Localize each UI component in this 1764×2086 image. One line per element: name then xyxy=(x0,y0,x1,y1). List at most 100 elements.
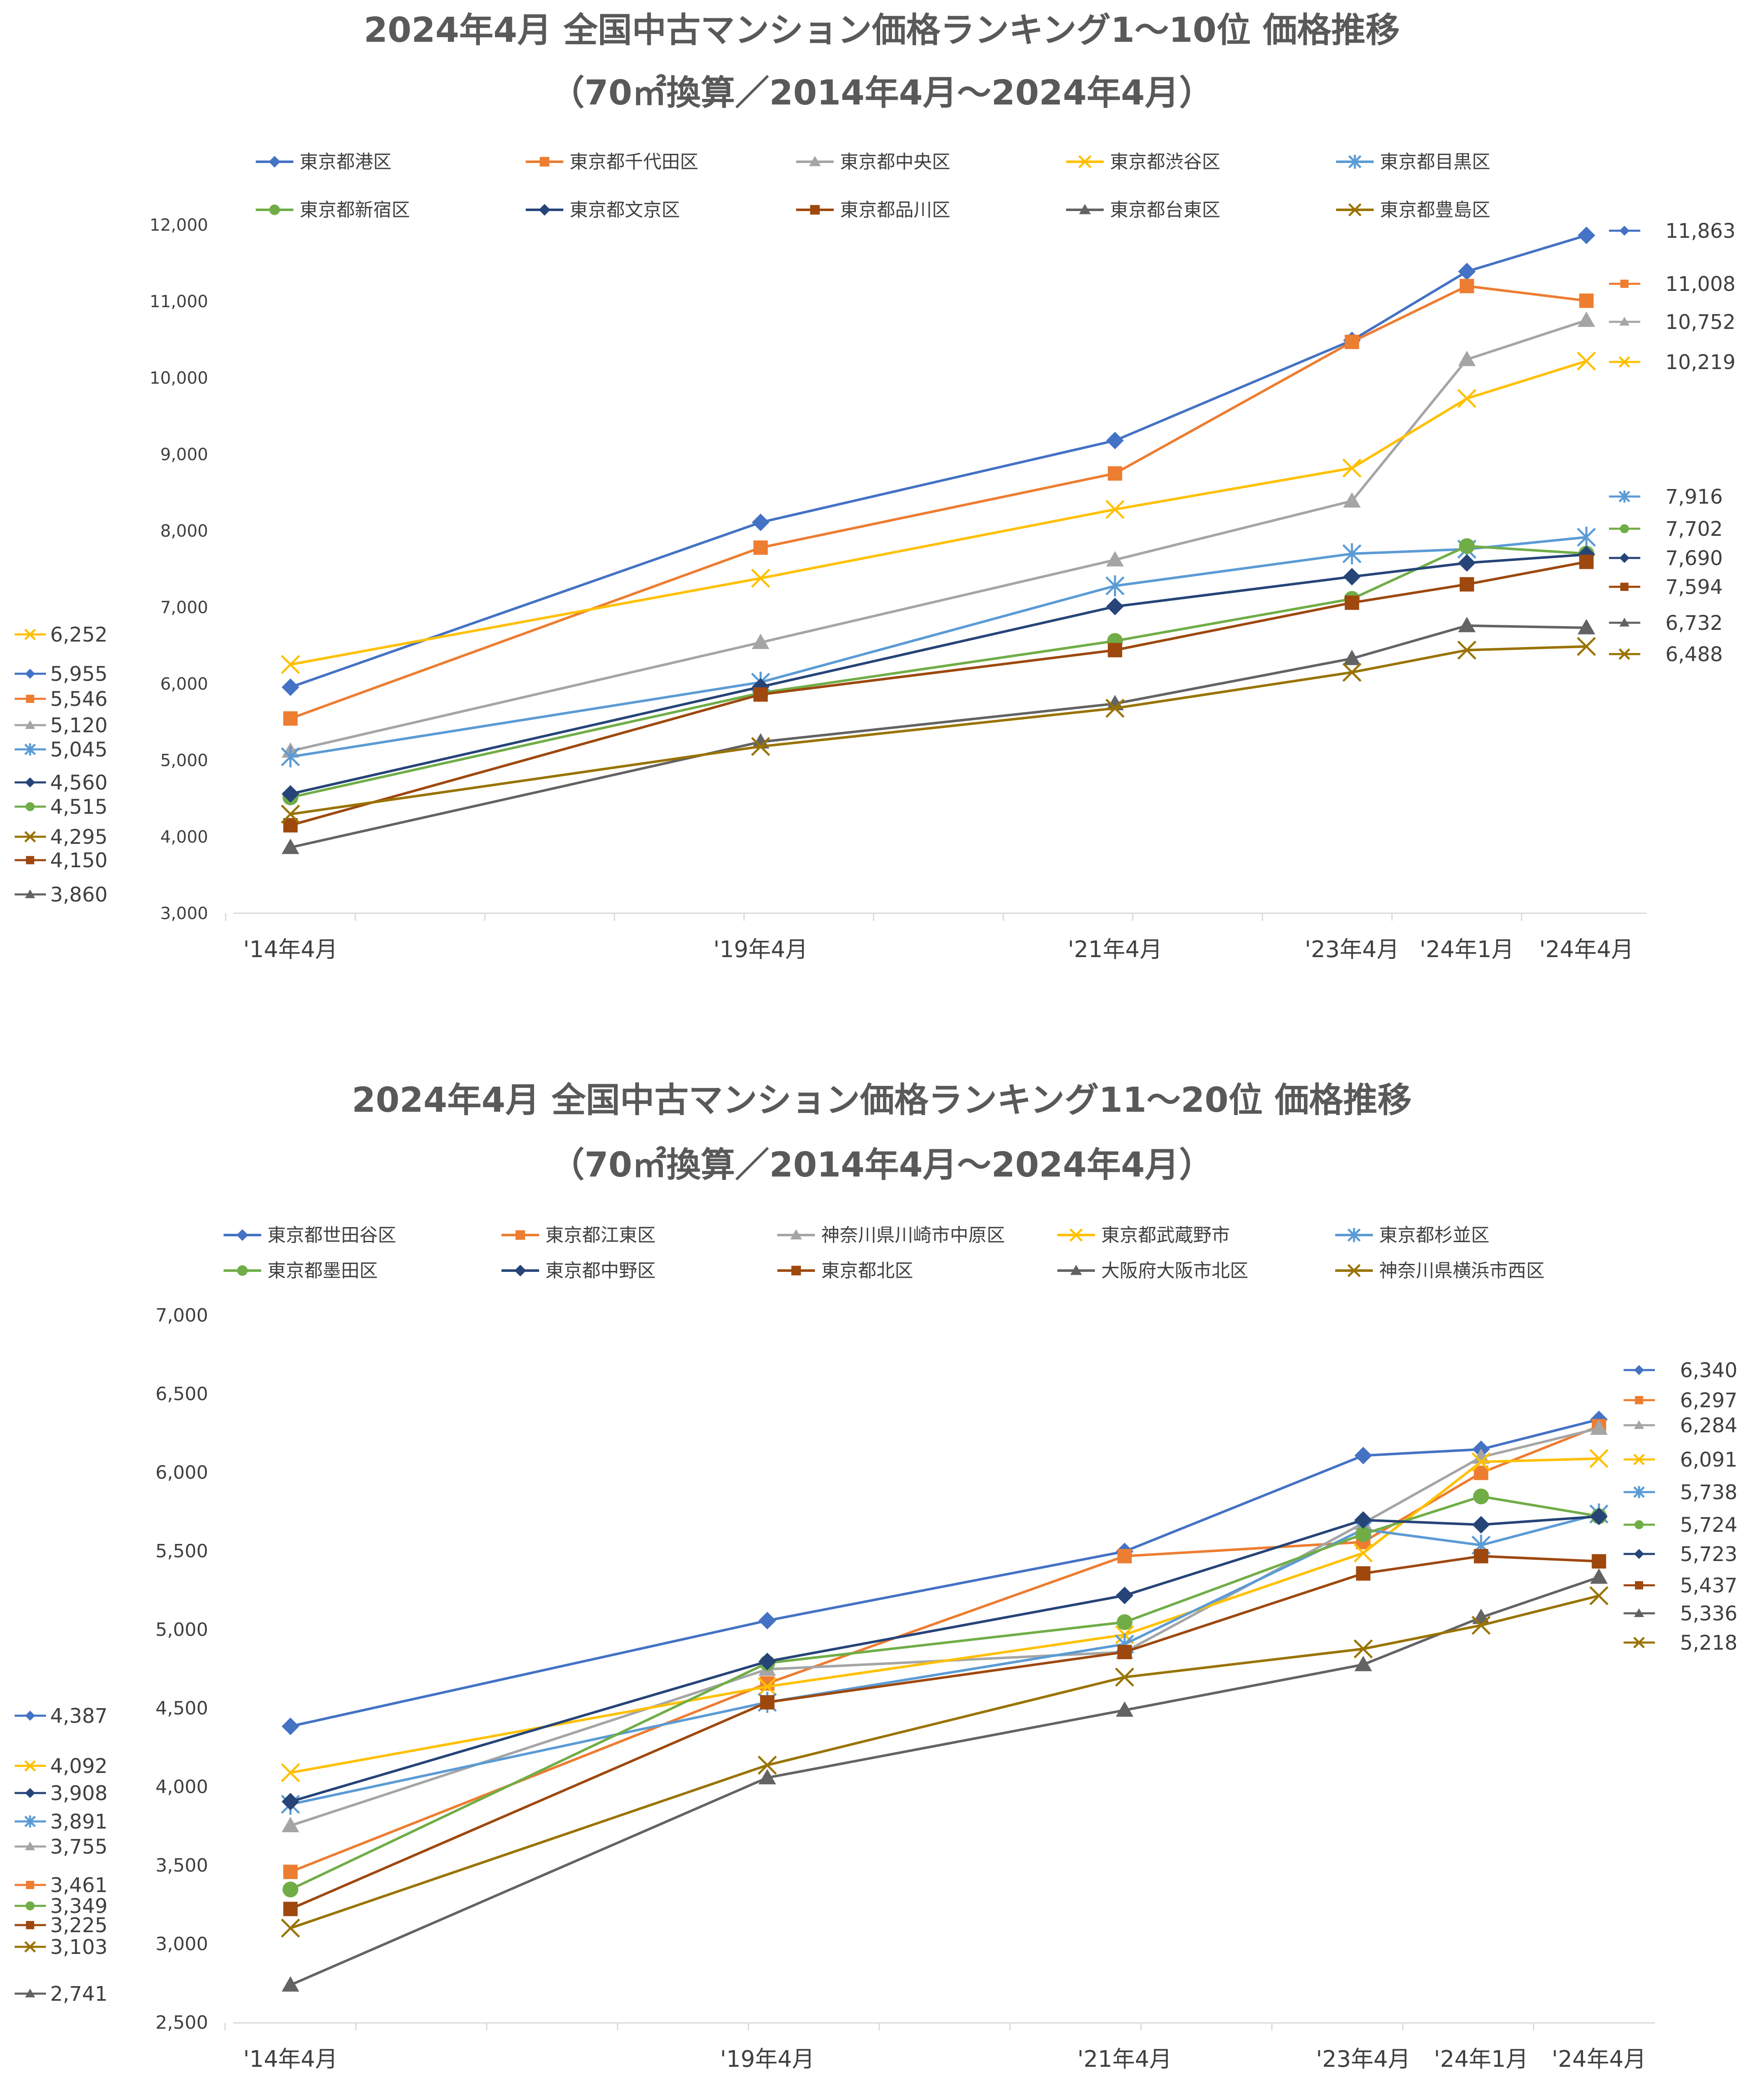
y-tick-label-1-9: 11,000 xyxy=(150,292,208,311)
start-label-1-5: 5,045 xyxy=(15,738,107,762)
x-tick-label-2-5: '24年1月 xyxy=(1434,2046,1528,2072)
start-key-marker-2-3 xyxy=(25,1841,35,1850)
data-point-1-8-1 xyxy=(283,818,298,833)
end-value-2-7: 5,723 xyxy=(1680,1543,1737,1566)
series-line-1-4 xyxy=(290,360,1587,666)
data-point-1-5-3 xyxy=(1105,575,1125,596)
start-key-marker-1-8 xyxy=(26,856,34,864)
end-value-2-2: 6,297 xyxy=(1680,1389,1737,1412)
start-key-marker-2-7 xyxy=(25,1788,35,1798)
data-point-1-8-2 xyxy=(753,687,768,702)
legend-label-1-2: 東京都千代田区 xyxy=(570,151,698,173)
data-point-1-7-5 xyxy=(1458,554,1476,572)
data-point-1-8-6 xyxy=(1579,555,1594,569)
end-value-1-8: 7,594 xyxy=(1665,576,1723,599)
y-tick-label-2-9: 6,500 xyxy=(155,1383,208,1405)
end-key-marker-1-4 xyxy=(1619,356,1630,368)
data-point-2-8-2 xyxy=(760,1695,775,1710)
start-key-marker-2-8 xyxy=(26,1921,34,1929)
legend-item-1-6: 東京都新宿区 xyxy=(256,199,410,221)
data-point-2-10-5 xyxy=(1471,1615,1491,1635)
end-value-2-5: 5,738 xyxy=(1680,1481,1737,1504)
series-line-1-7 xyxy=(290,553,1587,795)
start-label-2-1: 4,387 xyxy=(15,1704,107,1728)
legend-key-1-6-marker xyxy=(269,204,280,215)
data-point-2-6-4 xyxy=(1355,1526,1371,1542)
data-point-2-4-4 xyxy=(1354,1543,1373,1563)
start-label-1-9: 3,860 xyxy=(15,883,107,907)
start-key-marker-1-2 xyxy=(26,695,34,703)
start-label-2-8: 3,225 xyxy=(15,1914,107,1937)
series-line-1-10 xyxy=(290,645,1587,815)
data-point-1-4-3-b xyxy=(1105,499,1125,519)
data-point-2-10-1 xyxy=(281,1918,300,1938)
data-point-1-10-1 xyxy=(281,805,300,824)
series-line-2-9 xyxy=(290,1576,1599,1987)
start-key-marker-1-4 xyxy=(24,629,36,640)
series-2-7 xyxy=(282,1508,1608,1811)
data-point-1-10-4 xyxy=(1342,662,1362,682)
series-line-2-5 xyxy=(290,1513,1599,1806)
series-line-1-1 xyxy=(290,234,1587,689)
start-key-marker-1-9 xyxy=(25,889,35,898)
x-tick-label-2-1: '14年4月 xyxy=(243,2046,338,2072)
end-label-1-1: 11,863 xyxy=(1609,219,1736,243)
data-point-1-3-5 xyxy=(1458,351,1476,366)
end-key-marker-2-6 xyxy=(1634,1520,1644,1529)
end-value-2-3: 6,284 xyxy=(1680,1414,1737,1437)
data-point-2-4-4-b xyxy=(1354,1543,1373,1563)
data-point-2-7-4 xyxy=(1354,1511,1372,1529)
series-1-1 xyxy=(282,227,1595,696)
end-label-1-2: 11,008 xyxy=(1609,273,1736,296)
start-value-1-2: 5,546 xyxy=(50,688,107,711)
series-line-1-2 xyxy=(290,285,1587,720)
legend-label-1-9: 東京都台東区 xyxy=(1110,199,1220,221)
data-point-1-10-5-b xyxy=(1457,640,1476,660)
end-key-marker-1-2 xyxy=(1620,280,1629,288)
data-point-2-4-2 xyxy=(758,1677,777,1696)
x-tick-label-2-6: '24年4月 xyxy=(1552,2046,1646,2072)
data-point-1-8-4 xyxy=(1344,595,1359,610)
data-point-2-9-4 xyxy=(1354,1656,1372,1671)
chart-1-subtitle: （70㎡換算／2014年4月～2024年4月） xyxy=(550,73,1214,113)
data-point-1-10-4-b xyxy=(1342,662,1362,682)
end-value-2-6: 5,724 xyxy=(1680,1513,1737,1537)
end-label-1-5: 7,916 xyxy=(1609,485,1723,509)
end-key-marker-2-3 xyxy=(1634,1420,1644,1429)
chart-1: 2024年4月 全国中古マンション価格ランキング1～10位 価格推移 （70㎡換算… xyxy=(15,10,1736,963)
start-label-1-4: 6,252 xyxy=(15,623,107,647)
end-label-1-4: 10,219 xyxy=(1609,351,1736,374)
end-label-1-7: 7,690 xyxy=(1609,547,1723,570)
data-point-1-7-1 xyxy=(282,785,299,803)
legend-label-2-4: 東京都武蔵野市 xyxy=(1101,1225,1230,1246)
y-tick-label-2-10: 7,000 xyxy=(155,1305,208,1326)
data-point-2-3-6 xyxy=(1590,1419,1608,1435)
x-tick-label-2-4: '23年4月 xyxy=(1316,2046,1410,2072)
data-point-1-4-1-b xyxy=(281,655,300,674)
start-label-2-4: 4,092 xyxy=(15,1755,107,1778)
series-1-10 xyxy=(281,637,1596,824)
legend-item-1-7: 東京都文京区 xyxy=(526,199,680,221)
y-tick-label-2-4: 4,000 xyxy=(155,1776,208,1798)
x-tick-label-1-3: '21年4月 xyxy=(1068,936,1162,963)
data-point-2-10-2-b xyxy=(758,1755,777,1775)
end-value-1-6: 7,702 xyxy=(1665,517,1723,541)
legend-key-2-4-marker-b xyxy=(1069,1228,1083,1242)
series-line-2-4 xyxy=(290,1457,1599,1774)
series-line-2-7 xyxy=(290,1515,1599,1803)
y-tick-label-1-3: 5,000 xyxy=(160,751,208,770)
end-value-1-5: 7,916 xyxy=(1665,485,1723,509)
end-value-1-7: 7,690 xyxy=(1665,547,1723,570)
end-label-2-8: 5,437 xyxy=(1624,1574,1737,1597)
legend-key-2-7-marker xyxy=(514,1265,526,1276)
end-key-marker-1-6 xyxy=(1620,524,1629,533)
data-point-1-9-5 xyxy=(1458,616,1476,632)
end-label-2-2: 6,297 xyxy=(1624,1389,1737,1412)
end-key-marker-2-2 xyxy=(1635,1396,1643,1404)
legend-key-1-5-marker xyxy=(1348,155,1362,169)
legend-key-1-10-marker-b xyxy=(1348,203,1362,216)
legend-key-2-10-marker-b xyxy=(1347,1264,1361,1277)
y-tick-label-1-8: 10,000 xyxy=(150,369,208,388)
data-point-2-4-5-b xyxy=(1471,1452,1491,1472)
